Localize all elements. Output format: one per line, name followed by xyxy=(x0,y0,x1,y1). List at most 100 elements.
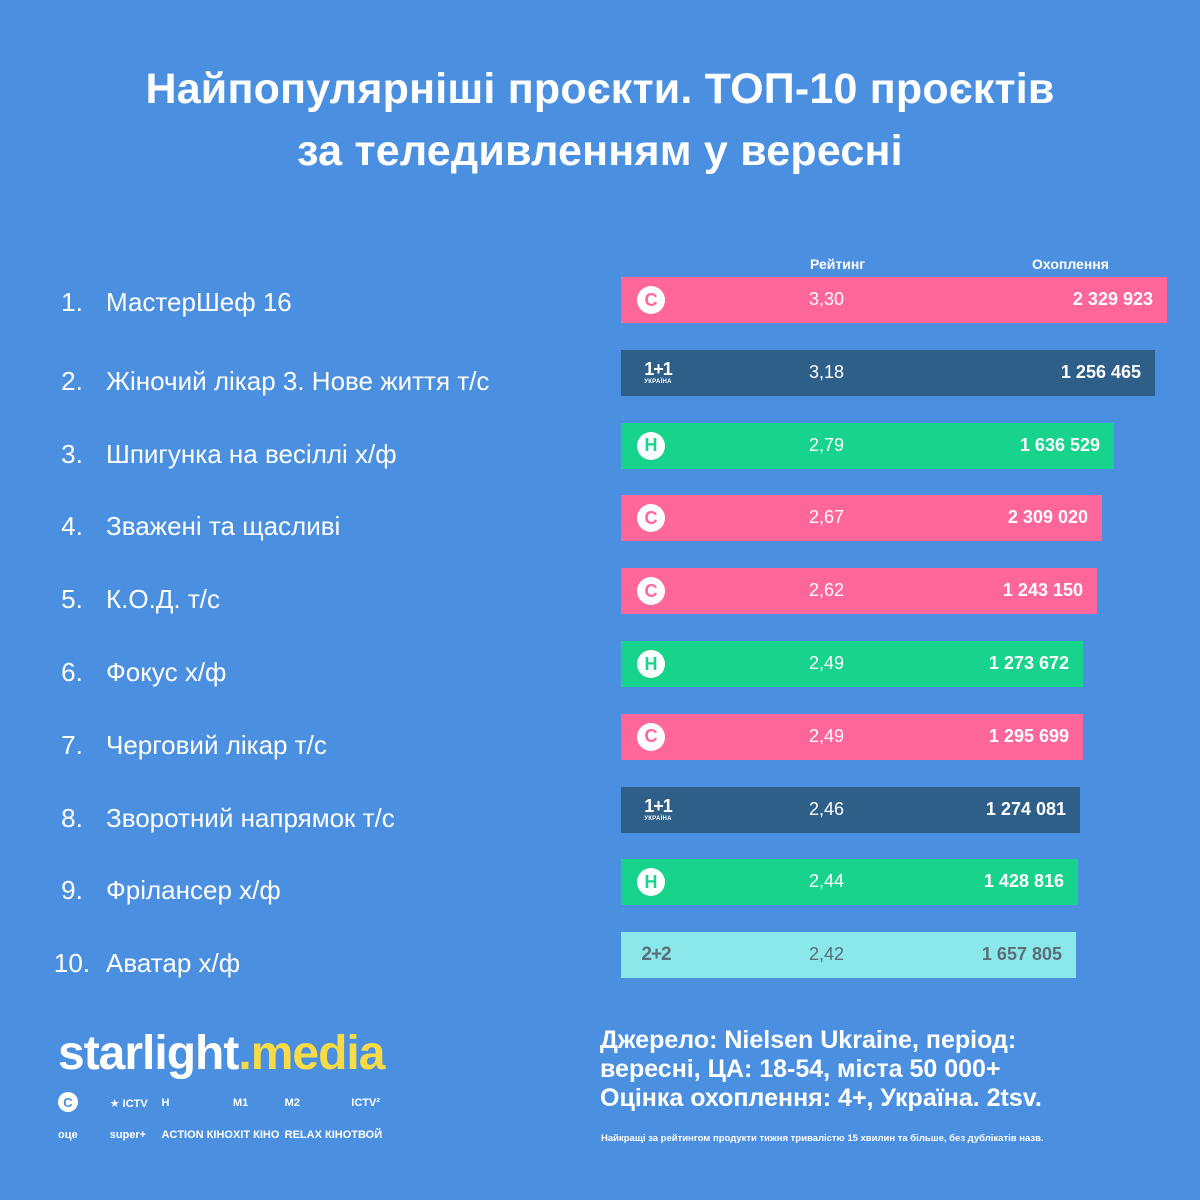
brand-dot: . xyxy=(238,1027,251,1080)
channel-logos: C ★ ICTV Н М1 М2 ICTV² оце super+ ACTION КІНО ХІТ… xyxy=(58,1092,403,1146)
ictv2-icon: ICTV² xyxy=(351,1097,380,1109)
table-row: 10. Аватар х/ф 2+2 2,42 1 657 805 xyxy=(0,932,1200,979)
1plus1-logo-icon: 1+1 УКРАЇНА xyxy=(635,796,681,824)
project-name: Черговий лікар т/с xyxy=(106,729,327,760)
reach-value: 1 256 465 xyxy=(1060,361,1141,382)
rating-value: 3,30 xyxy=(809,289,845,309)
rating-bar: H 2,79 1 636 529 xyxy=(621,422,1114,469)
rating-value: 2,46 xyxy=(809,798,845,819)
rank-number: 5. xyxy=(61,584,83,615)
rating-bar: 1+1 УКРАЇНА 3,18 1 256 465 xyxy=(621,349,1155,396)
tvoi-icon: ТВОЙ xyxy=(351,1129,383,1141)
rank-number: 3. xyxy=(61,438,83,469)
reach-value: 2 309 020 xyxy=(1007,507,1088,528)
reach-value: 1 657 805 xyxy=(981,944,1062,965)
project-name: К.О.Д. т/с xyxy=(106,584,221,615)
project-name: Зворотний напрямок т/с xyxy=(106,802,395,833)
rating-bar: C 2,62 1 243 150 xyxy=(621,568,1097,615)
logo-text: 1+1 xyxy=(644,359,673,380)
stb-logo-icon: C xyxy=(637,286,665,314)
brand-part-2: media xyxy=(250,1027,386,1080)
project-name: Зважені та щасливі xyxy=(106,511,341,542)
project-name: Аватар х/ф xyxy=(106,948,241,979)
table-row: 8. Зворотний напрямок т/с 1+1 УКРАЇНА 2,46 1 … xyxy=(0,786,1200,833)
stb-logo-icon: C xyxy=(637,577,665,606)
logo-subtext: УКРАЇНА xyxy=(644,816,672,823)
novyi-icon: Н xyxy=(161,1097,170,1109)
reach-value: 1 636 529 xyxy=(1019,434,1100,455)
rating-bar: H 2,44 1 428 816 xyxy=(621,859,1078,906)
table-row: 5. К.О.Д. т/с C 2,62 1 243 150 xyxy=(0,568,1200,615)
source-note: Джерело: Nielsen Ukraine, період: вересн… xyxy=(600,1026,1042,1113)
table-row: 7. Черговий лікар т/с C 2,49 1 295 699 xyxy=(0,713,1200,760)
ictv-icon: ★ ICTV xyxy=(109,1097,148,1110)
rating-value: 2,42 xyxy=(809,944,845,965)
rank-number: 9. xyxy=(61,875,83,906)
rating-value: 2,79 xyxy=(809,434,845,455)
relax-kino-icon: RELAX КІНО xyxy=(284,1129,352,1141)
logo-subtext: УКРАЇНА xyxy=(644,379,672,386)
rank-number: 1. xyxy=(61,287,83,317)
super-icon: super+ xyxy=(109,1129,147,1141)
project-name: Жіночий лікар 3. Нове життя т/с xyxy=(106,365,490,396)
reach-value: 1 428 816 xyxy=(983,871,1064,892)
table-row: 9. Фрілансер х/ф H 2,44 1 428 816 xyxy=(0,859,1200,906)
column-header-rating: Рейтинг xyxy=(810,256,866,272)
chart-title: Найпопулярніші проєкти. ТОП-10 проєктів … xyxy=(0,58,1200,182)
table-row: 2. Жіночий лікар 3. Нове життя т/с 1+1 УКРА… xyxy=(0,349,1200,396)
brand-part-1: starlight xyxy=(58,1027,239,1080)
rating-bar: 1+1 УКРАЇНА 2,46 1 274 081 xyxy=(621,786,1080,833)
rank-number: 10. xyxy=(53,948,91,979)
rank-number: 8. xyxy=(61,802,83,833)
reach-value: 1 295 699 xyxy=(988,725,1069,746)
oce-icon: оце xyxy=(58,1129,78,1141)
project-name: Фокус х/ф xyxy=(106,657,227,687)
rating-bar: C 2,67 2 309 020 xyxy=(621,495,1102,542)
reach-value: 1 274 081 xyxy=(985,798,1066,819)
rating-value: 2,44 xyxy=(809,871,845,892)
rank-number: 7. xyxy=(61,729,83,760)
source-line-1: Джерело: Nielsen Ukraine, період: xyxy=(600,1026,1017,1054)
novyi-kanal-logo-icon: H xyxy=(637,650,665,678)
rank-number: 4. xyxy=(61,511,83,542)
project-name: Фрілансер х/ф xyxy=(106,875,281,906)
hit-kino-icon: ХІТ КІНО xyxy=(232,1129,280,1141)
source-line-3: Оцінка охоплення: 4+, Україна. 2tsv. xyxy=(600,1084,1042,1112)
rating-value: 3,18 xyxy=(809,361,845,382)
title-line-2: за теледивленням у вересні xyxy=(297,127,903,175)
stb-logo-icon: C xyxy=(637,504,665,533)
novyi-kanal-logo-icon: H xyxy=(637,431,665,460)
stb-icon: C xyxy=(58,1092,78,1112)
stb-logo-icon: C xyxy=(637,722,665,751)
logo-text: 1+1 xyxy=(644,796,673,817)
rank-number: 2. xyxy=(61,365,83,396)
title-line-1: Найпопулярніші проєкти. ТОП-10 проєктів xyxy=(145,65,1055,113)
rating-bar: C 2,49 1 295 699 xyxy=(621,713,1083,760)
novyi-kanal-logo-icon: H xyxy=(637,868,665,897)
footnote: Найкращі за рейтингом продукти тижня три… xyxy=(601,1133,1044,1144)
reach-value: 2 329 923 xyxy=(1072,289,1153,309)
rank-number: 6. xyxy=(61,657,83,687)
action-kino-icon: ACTION КІНО xyxy=(161,1129,233,1141)
rating-bar: H 2,49 1 273 672 xyxy=(621,641,1083,687)
project-name: Шпигунка на весіллі х/ф xyxy=(106,438,397,469)
reach-value: 1 243 150 xyxy=(1002,580,1083,601)
m1-icon: М1 xyxy=(232,1097,249,1109)
ranking-table: 1. МастерШеф 16 C 3,30 2 329 923 2. Жіночий лі… xyxy=(0,277,1200,979)
rating-value: 2,49 xyxy=(809,653,845,673)
table-row: 6. Фокус х/ф H 2,49 1 273 672 xyxy=(0,641,1200,687)
m2-icon: М2 xyxy=(284,1097,300,1109)
rating-value: 2,62 xyxy=(809,580,845,601)
table-row: 1. МастерШеф 16 C 3,30 2 329 923 xyxy=(0,277,1200,323)
column-header-reach: Охоплення xyxy=(1032,256,1109,272)
table-row: 4. Зважені та щасливі C 2,67 2 309 020 xyxy=(0,495,1200,542)
rating-value: 2,49 xyxy=(809,725,845,746)
2plus2-logo-icon: 2+2 xyxy=(641,944,671,966)
project-name: МастерШеф 16 xyxy=(106,287,292,317)
1plus1-logo-icon: 1+1 УКРАЇНА xyxy=(635,359,681,387)
table-row: 3. Шпигунка на весіллі х/ф H 2,79 1 636 529 xyxy=(0,422,1200,469)
starlight-media-logo: starlight.media xyxy=(58,1026,386,1081)
rating-bar: C 3,30 2 329 923 xyxy=(621,277,1167,323)
rating-value: 2,67 xyxy=(809,507,845,528)
source-line-2: вересні, ЦА: 18-54, міста 50 000+ xyxy=(600,1055,1001,1083)
